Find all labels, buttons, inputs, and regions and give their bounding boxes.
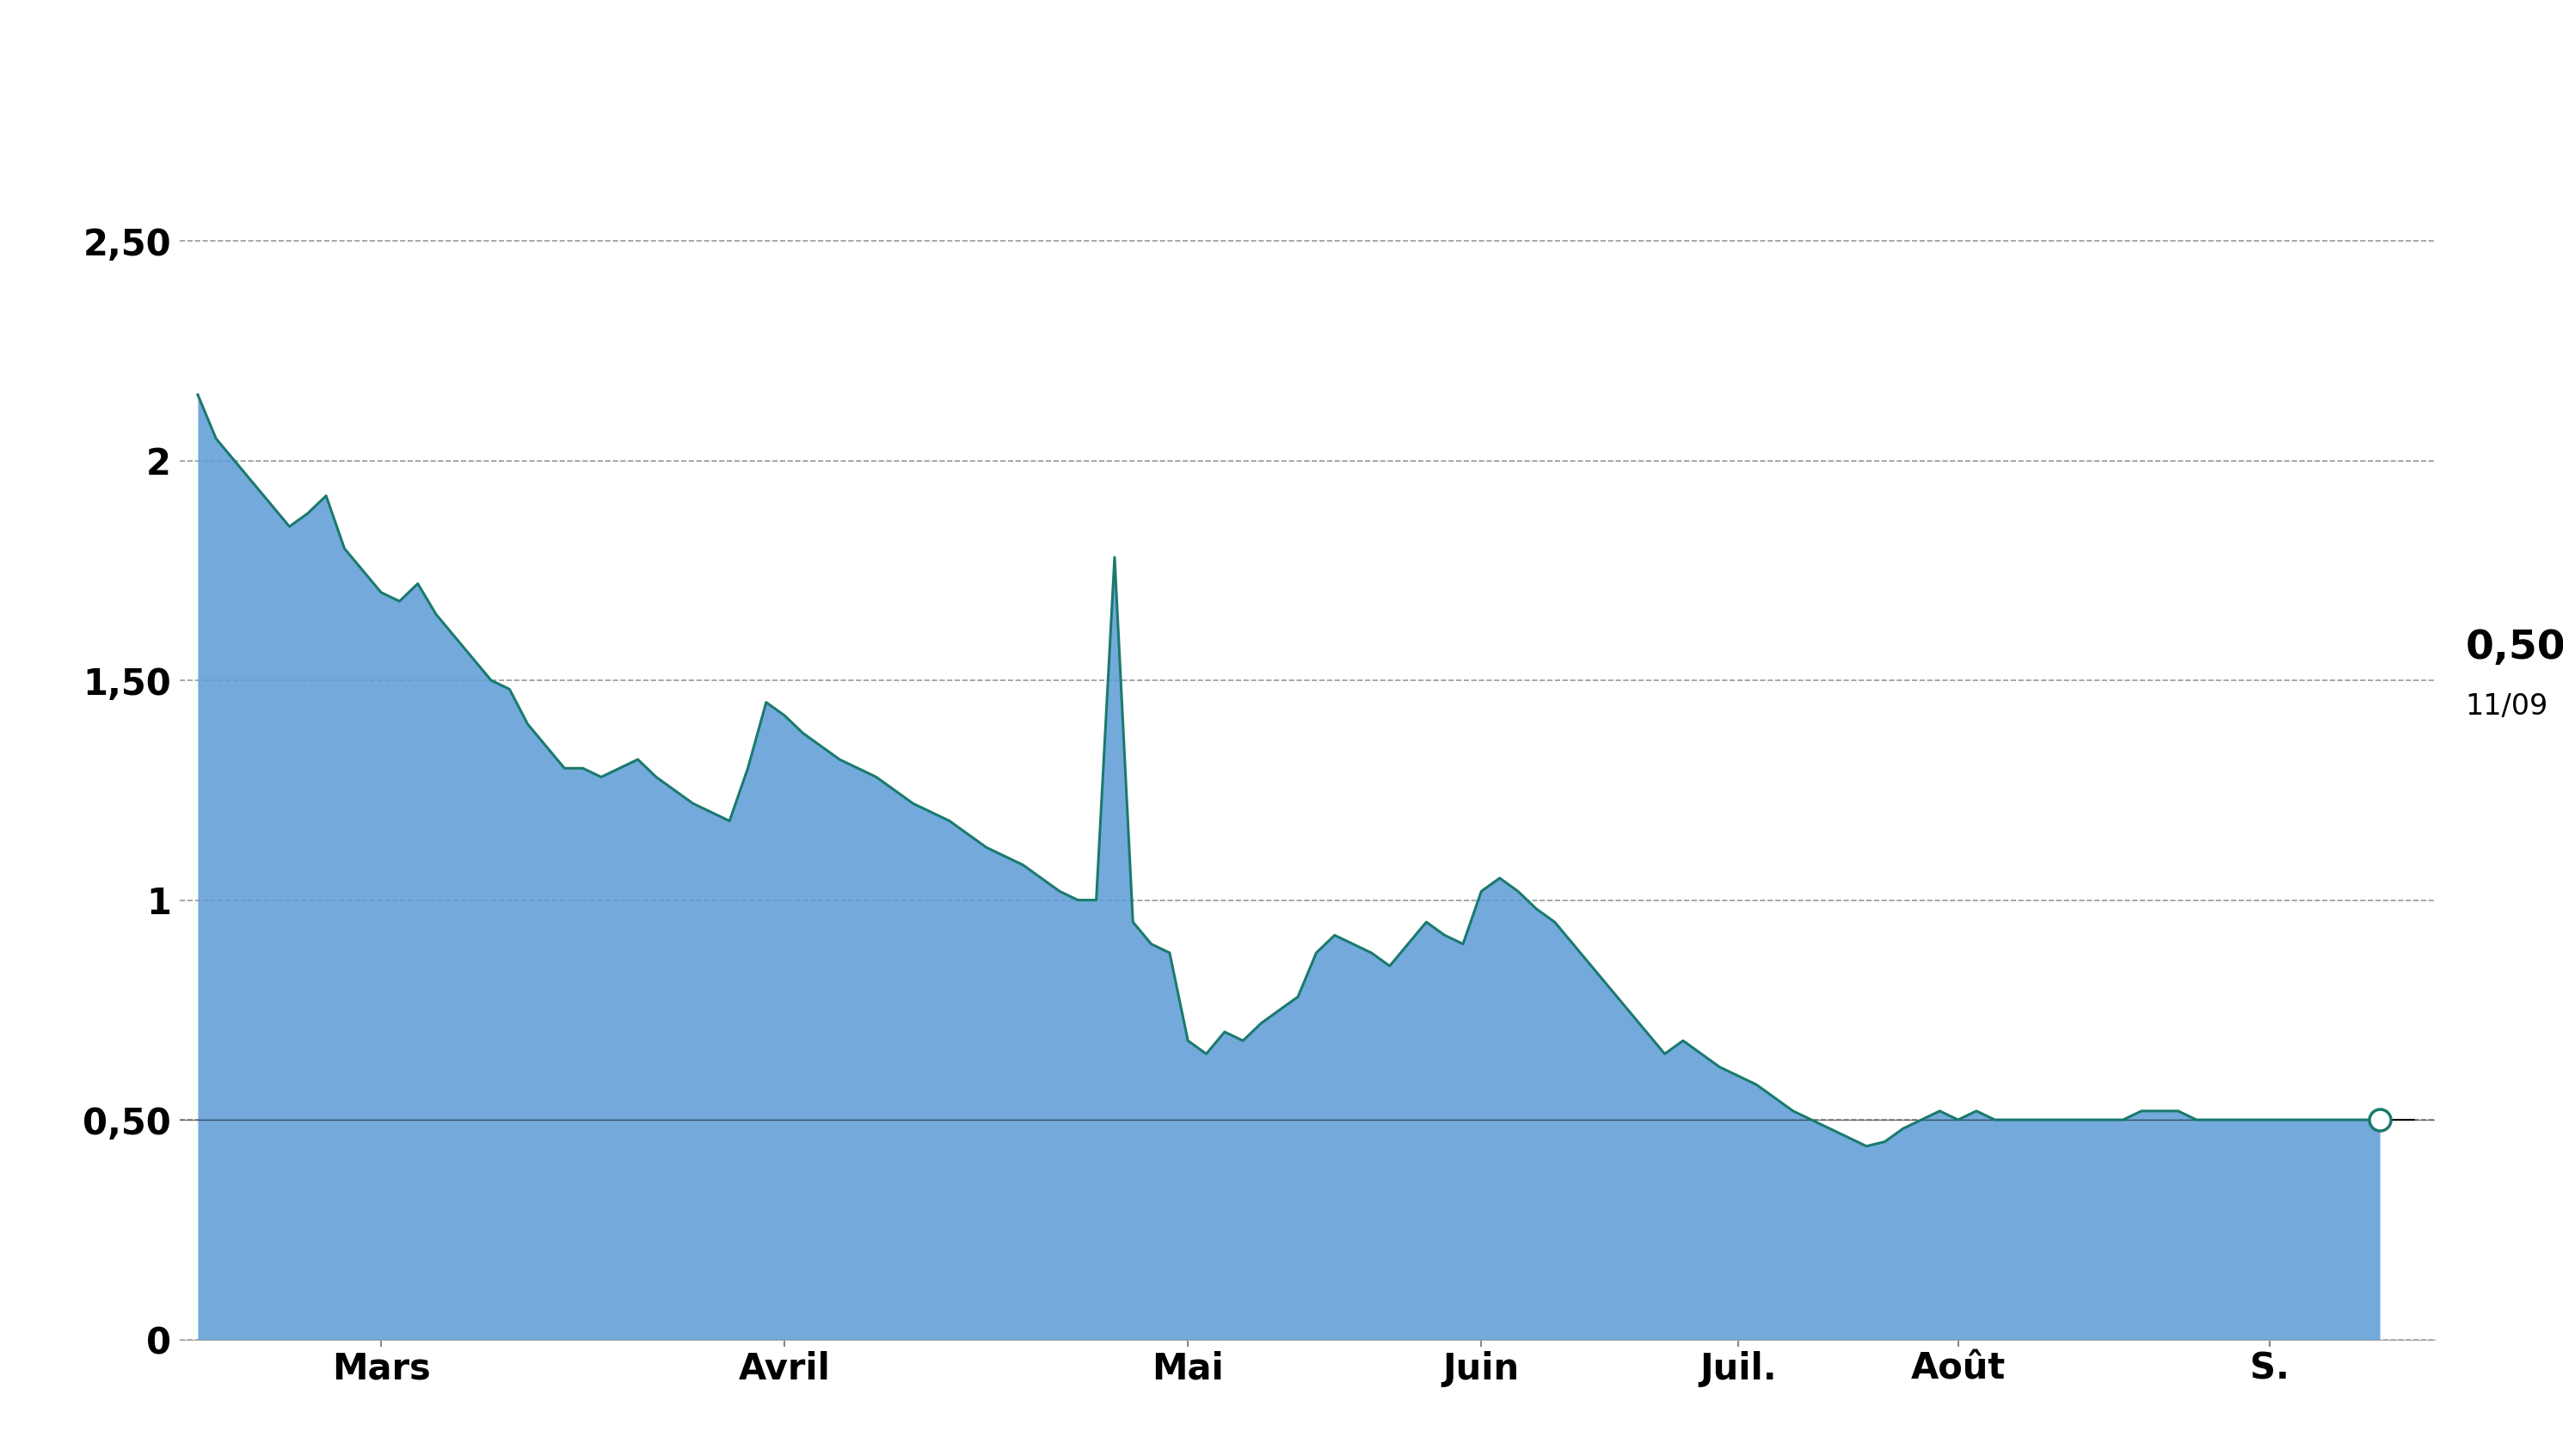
Text: 0,50: 0,50	[2466, 629, 2563, 667]
Text: I.CERAM: I.CERAM	[1135, 25, 1428, 84]
Text: 11/09: 11/09	[2466, 692, 2548, 721]
